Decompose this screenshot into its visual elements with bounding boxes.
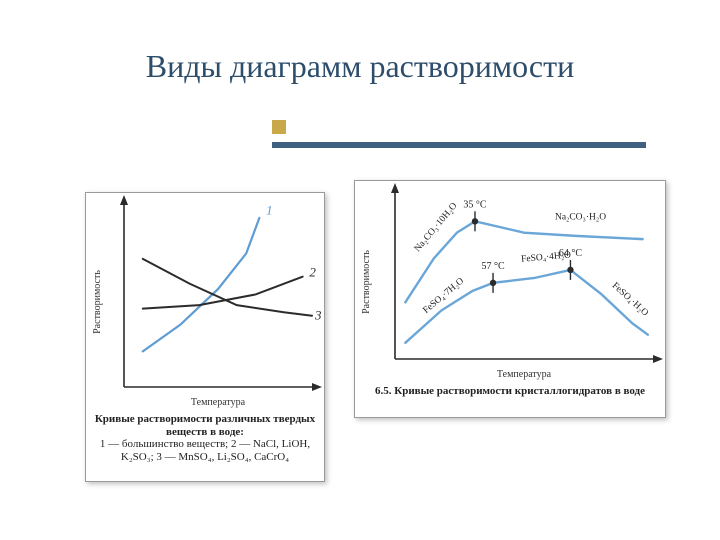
- curve-label: 1: [266, 202, 273, 217]
- x-axis-label: Температура: [497, 369, 552, 380]
- left-caption-main: Кривые растворимости раз­личных твердых …: [95, 413, 315, 438]
- title-decoration: [240, 120, 650, 164]
- x-axis-label: Температура: [191, 397, 246, 408]
- segment-label: Na₂CO₃·10H₂O: [413, 201, 460, 254]
- curve-label: 3: [314, 307, 322, 322]
- right-chart: 35 °C57 °C64 °CNa₂CO₃·10H₂ONa₂CO₃·H₂OFeS…: [355, 181, 665, 383]
- right-chart-panel: 35 °C57 °C64 °CNa₂CO₃·10H₂ONa₂CO₃·H₂OFeS…: [354, 180, 666, 418]
- curve-1: [143, 218, 260, 352]
- segment-label: FeSO₄·H₂O: [610, 281, 650, 319]
- curve-segment: [475, 221, 643, 239]
- page-title: Виды диаграмм растворимости: [0, 48, 720, 85]
- left-caption-sub: 1 — большинство веществ; 2 — NaCl, LiOH,…: [100, 438, 310, 463]
- left-caption: Кривые растворимости раз­личных твердых …: [86, 411, 324, 468]
- segment-label: Na₂CO₃·H₂O: [555, 213, 606, 223]
- peak-label: 35 °C: [463, 199, 486, 210]
- slide: Виды диаграмм растворимости 1 2 3 Растворим…: [0, 0, 720, 540]
- accent-rule: [272, 142, 646, 148]
- accent-square-icon: [272, 120, 286, 134]
- left-chart-panel: 1 2 3 Растворимость Температура Кривые раств…: [85, 192, 325, 482]
- curve-label: 2: [309, 265, 316, 280]
- right-caption: 6.5. Кривые растворимости кристал­логидр…: [355, 383, 665, 402]
- right-caption-num: 6.5.: [375, 385, 392, 397]
- right-caption-main: Кривые растворимости кристал­логидратов …: [394, 385, 645, 397]
- y-axis-label: Растворимость: [361, 250, 372, 314]
- curve-segment: [405, 221, 475, 302]
- segment-label: FeSO₄·4H₂O: [521, 250, 572, 264]
- left-chart: 1 2 3 Растворимость Температура: [86, 193, 324, 411]
- curve-segment: [493, 270, 570, 283]
- peak-label: 57 °C: [481, 261, 504, 272]
- y-axis-label: Растворимость: [92, 270, 103, 334]
